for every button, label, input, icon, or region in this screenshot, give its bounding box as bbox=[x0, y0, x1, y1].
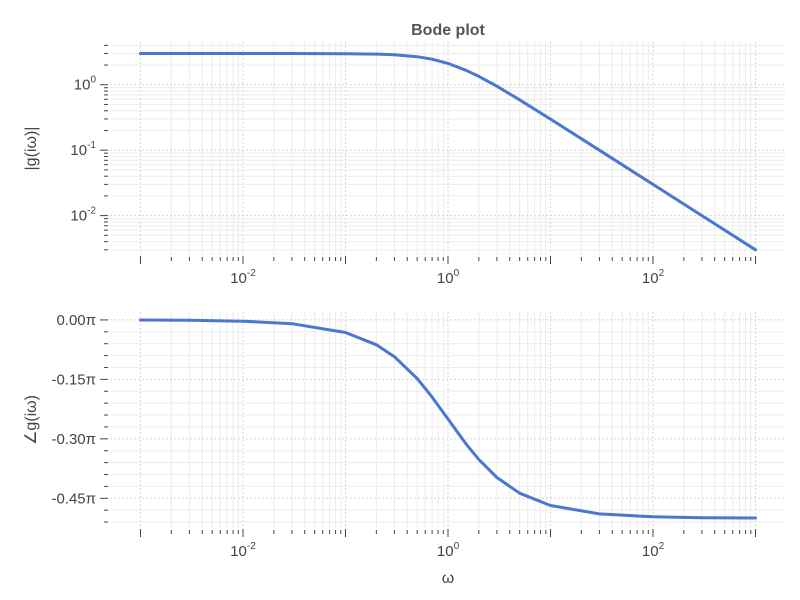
phase-ticks bbox=[100, 319, 756, 537]
phase-y-axis-label: ∠g(iω) bbox=[23, 395, 40, 445]
x-axis-label: ω bbox=[442, 570, 455, 587]
phase-x-tick-label: 10-2 bbox=[230, 541, 256, 560]
magnitude-y-tick-label: 10-2 bbox=[70, 206, 96, 225]
phase-y-tick-label: -0.30π bbox=[51, 431, 96, 448]
phase-x-tick-label: 102 bbox=[642, 541, 665, 560]
magnitude-y-axis-label: |g(iω)| bbox=[23, 127, 40, 171]
phase-y-tick-label: -0.15π bbox=[51, 371, 96, 388]
magnitude-grid bbox=[110, 42, 785, 255]
magnitude-series-line bbox=[139, 52, 757, 252]
phase-series-line bbox=[139, 318, 757, 520]
phase-panel: 10-2 100 102 0.00π -0.15π -0.30π -0.45π ∠g(iω) bbox=[23, 312, 785, 560]
chart-title: Bode plot bbox=[411, 22, 485, 39]
phase-y-tick-label: -0.45π bbox=[51, 490, 96, 507]
magnitude-y-tick-label: 10-1 bbox=[70, 140, 96, 159]
magnitude-x-tick-label: 102 bbox=[642, 268, 665, 287]
magnitude-x-tick-label: 100 bbox=[437, 268, 460, 287]
phase-x-tick-label: 100 bbox=[437, 541, 460, 560]
magnitude-ticks bbox=[100, 44, 756, 264]
magnitude-y-tick-label: 100 bbox=[74, 75, 97, 94]
magnitude-x-tick-label: 10-2 bbox=[230, 268, 256, 287]
magnitude-panel: 10-2 100 102 10-2 10-1 100 |g(iω)| bbox=[23, 42, 785, 287]
phase-y-tick-label: 0.00π bbox=[56, 312, 96, 329]
